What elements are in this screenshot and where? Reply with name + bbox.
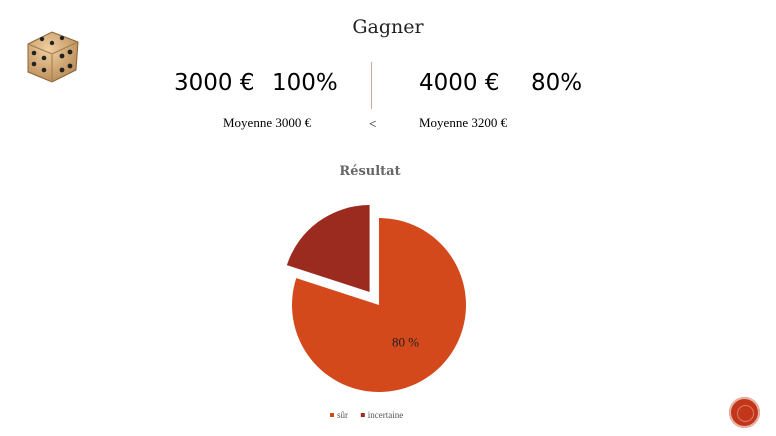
divider: [371, 62, 372, 109]
legend-label-incertaine: incertaine: [368, 410, 403, 420]
right-amount: 4000 €: [419, 70, 500, 96]
legend-swatch-incertaine: [360, 413, 365, 417]
slide-nav-button[interactable]: [729, 397, 760, 428]
nav-ring-icon: [737, 405, 754, 422]
pie-slice-sûr: [291, 218, 466, 393]
pie-slice-incertaine: [286, 205, 370, 293]
slide-title: Gagner: [352, 16, 424, 38]
right-average: Moyenne 3200 €: [419, 115, 508, 130]
comparison-sign: <: [369, 116, 377, 131]
right-probability: 80%: [531, 70, 583, 96]
left-probability: 100%: [272, 70, 338, 96]
data-label-sûr: 80 %: [392, 335, 419, 350]
legend-swatch-sûr: [330, 413, 334, 417]
chart-title: Résultat: [339, 164, 400, 179]
left-amount: 3000 €: [174, 70, 255, 96]
legend-label-sûr: sûr: [337, 410, 348, 420]
dice-icon: [27, 31, 79, 83]
left-average: Moyenne 3000 €: [223, 115, 312, 130]
